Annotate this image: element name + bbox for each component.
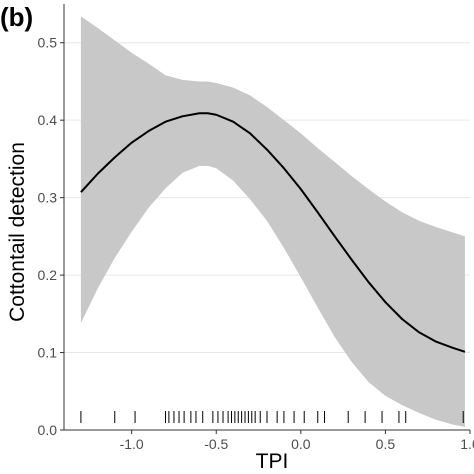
y-tick-label: 0.5 (38, 35, 58, 51)
x-tick-label: 0.0 (291, 436, 311, 452)
y-tick-label: 0.1 (38, 345, 58, 361)
x-tick-label: 0.5 (376, 436, 396, 452)
x-axis-title: TPI (256, 450, 289, 473)
confidence-band (80, 16, 465, 427)
y-tick-label: 0.0 (38, 422, 58, 438)
fitted-line-layer (80, 112, 466, 353)
x-tick-label: 1.0 (460, 436, 474, 452)
axes (60, 4, 471, 434)
fitted-line (80, 112, 466, 353)
y-tick-label: 0.3 (38, 190, 58, 206)
x-tick-label: -0.5 (204, 436, 228, 452)
x-tick-label: -1.0 (120, 436, 144, 452)
y-tick-label: 0.2 (38, 267, 58, 283)
rug-marks (80, 411, 464, 423)
y-tick-label: 0.4 (38, 112, 58, 128)
x-tick-labels: -1.0 -0.5 0.0 0.5 1.0 (120, 436, 474, 452)
confidence-band-layer (80, 16, 465, 427)
panel-label: (b) (0, 2, 34, 32)
y-axis-title: Cottontail detection (6, 142, 29, 322)
y-tick-labels: 0.0 0.1 0.2 0.3 0.4 0.5 (38, 35, 58, 438)
